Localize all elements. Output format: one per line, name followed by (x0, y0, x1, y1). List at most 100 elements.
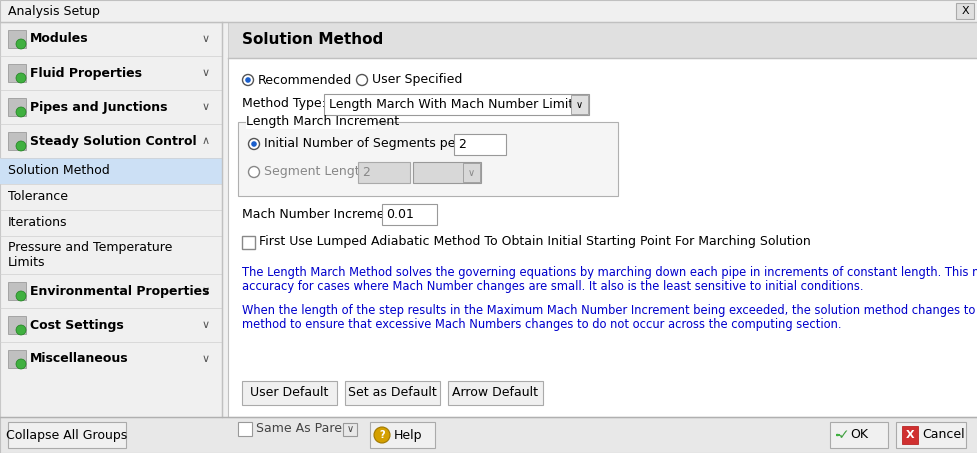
Bar (8, 316, 26, 334)
Text: Solution Method: Solution Method (8, 164, 109, 178)
Bar (382, 204, 437, 225)
Bar (8, 64, 26, 82)
Text: Length March With Mach Number Limits: Length March With Mach Number Limits (328, 98, 579, 111)
Circle shape (251, 141, 257, 147)
Text: ✓: ✓ (837, 428, 849, 442)
Text: ∨: ∨ (201, 320, 210, 330)
Text: User Default: User Default (250, 386, 328, 400)
Text: Solution Method: Solution Method (241, 33, 383, 48)
Text: ∨: ∨ (201, 34, 210, 44)
Circle shape (16, 141, 26, 151)
Text: X: X (960, 6, 968, 16)
Bar (571, 95, 587, 114)
Text: ∨: ∨ (346, 424, 354, 434)
Text: Recommended: Recommended (258, 73, 352, 87)
Text: 0.01: 0.01 (386, 208, 413, 221)
Text: Pressure and Temperature: Pressure and Temperature (8, 241, 172, 255)
Text: Same As Parent: Same As Parent (256, 423, 355, 435)
Bar (228, 58, 977, 417)
Circle shape (16, 107, 26, 117)
Text: When the length of the step results in the Maximum Mach Number Increment being e: When the length of the step results in t… (241, 304, 977, 317)
Text: ∧: ∧ (201, 136, 210, 146)
Circle shape (248, 167, 259, 178)
Bar (453, 134, 505, 155)
Text: Arrow Default: Arrow Default (452, 386, 538, 400)
Text: Tolerance: Tolerance (8, 191, 68, 203)
Text: Collapse All Groups: Collapse All Groups (7, 429, 127, 442)
Bar (901, 426, 917, 444)
Bar (0, 158, 222, 184)
Bar (829, 422, 887, 448)
Circle shape (357, 74, 367, 86)
Bar (241, 381, 337, 405)
Bar (369, 422, 435, 448)
Text: First Use Lumped Adiabatic Method To Obtain Initial Starting Point For Marching : First Use Lumped Adiabatic Method To Obt… (259, 236, 810, 249)
Text: User Specified: User Specified (371, 73, 462, 87)
Bar (8, 30, 26, 48)
Bar (228, 58, 977, 417)
Bar (462, 163, 480, 182)
Bar (228, 22, 977, 58)
Text: method to ensure that excessive Mach Numbers changes to do not occur across the : method to ensure that excessive Mach Num… (241, 318, 840, 331)
Bar (0, 0, 977, 22)
Text: ∨: ∨ (201, 286, 210, 296)
Bar (241, 236, 255, 249)
Bar (237, 422, 252, 436)
Text: ∨: ∨ (201, 102, 210, 112)
Bar (343, 423, 357, 436)
Bar (412, 162, 481, 183)
Text: ∨: ∨ (574, 100, 582, 110)
Text: Help: Help (394, 429, 422, 442)
Text: Mach Number Increment:: Mach Number Increment: (241, 207, 402, 221)
Bar (8, 98, 26, 116)
Text: X: X (905, 430, 913, 440)
Text: Iterations: Iterations (8, 217, 67, 230)
Text: Environmental Properties: Environmental Properties (30, 284, 209, 298)
Circle shape (16, 291, 26, 301)
Bar (0, 417, 977, 453)
Text: Length March Increment: Length March Increment (246, 116, 399, 129)
Circle shape (245, 77, 250, 83)
Text: The Length March Method solves the governing equations by marching down each pip: The Length March Method solves the gover… (241, 266, 977, 279)
Text: Analysis Setup: Analysis Setup (8, 5, 100, 18)
Text: 2: 2 (361, 166, 369, 179)
Text: ?: ? (379, 430, 384, 440)
Bar (0, 22, 222, 453)
Text: Cancel: Cancel (921, 429, 963, 442)
Bar (8, 422, 126, 448)
Bar (246, 115, 375, 129)
Circle shape (16, 39, 26, 49)
Text: Fluid Properties: Fluid Properties (30, 67, 142, 79)
Bar (237, 122, 617, 196)
Circle shape (373, 427, 390, 443)
Text: Set as Default: Set as Default (348, 386, 437, 400)
Bar (345, 381, 440, 405)
Text: Modules: Modules (30, 33, 89, 45)
Text: Segment Length:: Segment Length: (264, 165, 371, 178)
Circle shape (16, 73, 26, 83)
Text: ∨: ∨ (201, 68, 210, 78)
Bar (358, 162, 409, 183)
Circle shape (242, 74, 253, 86)
Text: Cost Settings: Cost Settings (30, 318, 124, 332)
Bar (956, 3, 973, 19)
Text: ∨: ∨ (201, 354, 210, 364)
Text: 2: 2 (457, 138, 465, 151)
Text: Method Type:: Method Type: (241, 97, 325, 111)
Text: OK: OK (849, 429, 868, 442)
Text: Pipes and Junctions: Pipes and Junctions (30, 101, 167, 114)
Bar (8, 350, 26, 368)
Bar (8, 282, 26, 300)
Text: Steady Solution Control: Steady Solution Control (30, 135, 196, 148)
Text: Miscellaneous: Miscellaneous (30, 352, 129, 366)
Bar (8, 132, 26, 150)
Circle shape (248, 139, 259, 149)
Text: accuracy for cases where Mach Number changes are small. It also is the least sen: accuracy for cases where Mach Number cha… (241, 280, 863, 293)
Bar (895, 422, 965, 448)
Text: Limits: Limits (8, 255, 46, 269)
Text: Initial Number of Segments per Pipe:: Initial Number of Segments per Pipe: (264, 138, 494, 150)
Circle shape (16, 359, 26, 369)
Text: ∨: ∨ (467, 168, 474, 178)
Bar (323, 94, 588, 115)
Bar (447, 381, 542, 405)
